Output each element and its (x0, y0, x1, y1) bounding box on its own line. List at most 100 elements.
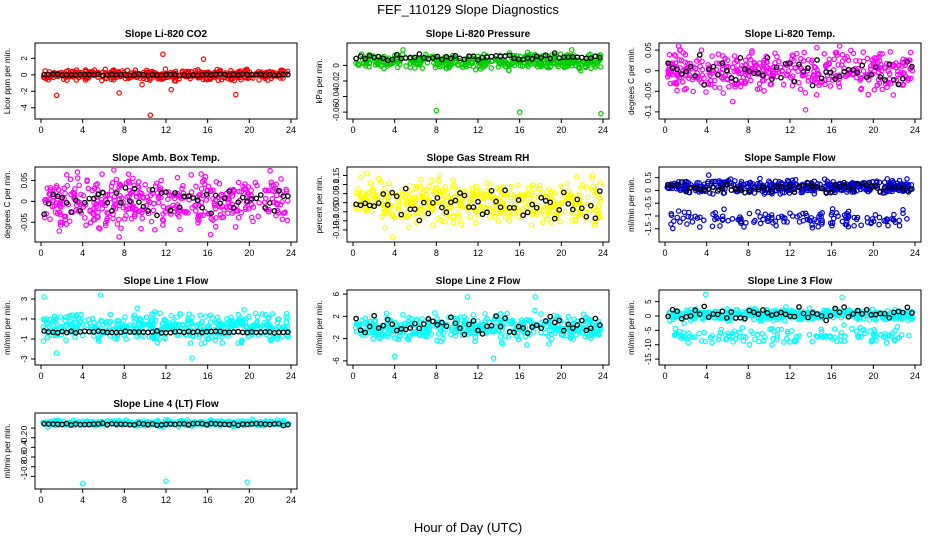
data-point (41, 317, 48, 323)
reference-point (511, 205, 517, 211)
reference-point (416, 325, 423, 332)
data-point (696, 330, 702, 337)
reference-point (836, 184, 843, 190)
y-tick-label: -3 (20, 355, 29, 363)
reference-point (452, 52, 459, 59)
data-point (180, 182, 186, 189)
data-point (167, 211, 174, 217)
data-point (539, 219, 546, 226)
data-point (588, 65, 594, 72)
data-point (723, 312, 729, 318)
data-point (671, 218, 677, 224)
reference-point (814, 311, 820, 317)
data-point (57, 222, 64, 228)
data-point (558, 183, 564, 189)
reference-point (230, 205, 237, 211)
data-point (280, 324, 287, 330)
panel-ylabel: Licor ppm per min. (3, 48, 12, 114)
data-point (443, 65, 450, 71)
data-point (463, 204, 470, 211)
data-point (538, 208, 545, 215)
panel-title: Slope Li-820 CO2 (125, 29, 208, 40)
data-point (712, 209, 719, 216)
data-point (204, 76, 210, 83)
outlier-point (139, 81, 145, 88)
data-point (904, 216, 910, 222)
data-point (90, 211, 97, 218)
data-point (518, 317, 525, 323)
outlier-point (116, 234, 122, 240)
panel-3: Slope Li-820 Temp.degrees C per min.0 4 8 1… (627, 29, 922, 135)
reference-point (452, 197, 459, 204)
y-tick-label: -0.2 (20, 430, 29, 444)
data-point (525, 185, 531, 192)
data-point (434, 215, 441, 222)
data-point (254, 182, 260, 189)
y-tick-label: -0.6 (20, 450, 29, 464)
reference-point (782, 185, 789, 191)
x-tick-label: 12 (785, 125, 795, 135)
data-point (728, 317, 734, 323)
panel-title: Slope Sample Flow (744, 153, 835, 164)
data-point (579, 181, 586, 188)
outlier-point (598, 110, 604, 117)
reference-point (542, 318, 549, 324)
data-point (564, 180, 571, 187)
reference-point (787, 183, 793, 189)
reference-point (877, 188, 884, 195)
x-tick-label: 20 (556, 371, 566, 381)
data-point (539, 190, 546, 196)
reference-point (439, 204, 445, 211)
reference-point (565, 321, 572, 328)
data-point (567, 335, 574, 341)
reference-point (362, 55, 369, 62)
reference-point (380, 191, 387, 197)
data-point (829, 209, 836, 216)
data-point (689, 334, 696, 341)
data-point (82, 215, 88, 221)
data-point (472, 207, 478, 213)
reference-point (497, 204, 504, 211)
data-point (138, 321, 145, 327)
data-point (188, 172, 194, 178)
reference-point (755, 311, 762, 317)
data-point (760, 216, 766, 223)
data-point (418, 195, 424, 202)
data-point (102, 222, 109, 229)
y-tick-label: 6 (332, 291, 341, 296)
y-tick-label: -1 (644, 212, 653, 220)
data-point (742, 78, 749, 85)
data-point (905, 332, 912, 339)
data-point (56, 228, 63, 234)
data-point (145, 210, 152, 217)
data-point (827, 333, 834, 340)
data-point (93, 204, 99, 210)
data-point (681, 334, 688, 341)
data-point (219, 322, 225, 329)
data-point (473, 187, 480, 194)
data-point (716, 332, 723, 339)
data-point (831, 56, 837, 63)
reference-point (899, 185, 906, 191)
data-point (806, 217, 813, 224)
reference-point (502, 187, 508, 194)
data-point (102, 220, 109, 226)
data-point (884, 217, 890, 223)
data-point (168, 312, 174, 319)
data-point (151, 200, 157, 207)
data-point (144, 194, 151, 200)
data-point (701, 75, 707, 82)
reference-point (796, 61, 802, 68)
data-point (173, 314, 180, 320)
data-point (722, 55, 728, 62)
x-tick-label: 16 (515, 248, 525, 258)
reference-point (425, 210, 432, 217)
data-point (725, 217, 731, 224)
data-point (114, 321, 121, 327)
reference-point (863, 74, 870, 81)
data-point (864, 55, 871, 62)
data-point (134, 305, 141, 312)
reference-point (714, 188, 721, 194)
